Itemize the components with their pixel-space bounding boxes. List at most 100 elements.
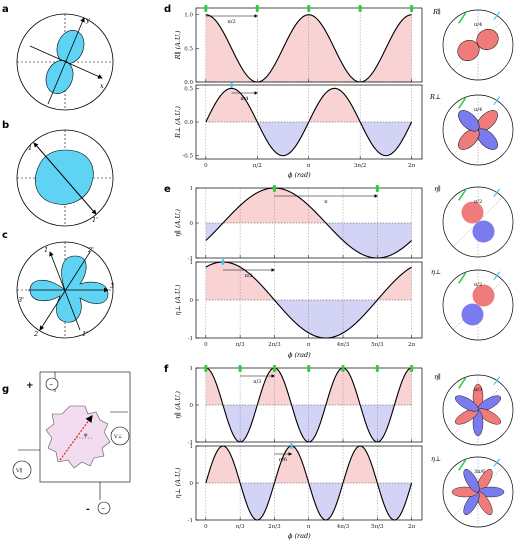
x-tick-label: π [307,163,311,169]
chart-f-bottom: 1 0 -1 η⊥ (A.U.) 0 π/3 2π/3 π 4π/3 5π/3 2π π/6 [174,443,423,530]
panel-g-plus: + [26,381,34,391]
x-tick-label: 0 [204,342,208,348]
panel-c-label-2: 2 [33,330,38,338]
x-tick-label: 2π/3 [268,342,281,348]
blue-marker [290,443,293,449]
panel-c-label-2p: 2' [87,246,94,254]
green-marker [272,365,276,372]
panel-g-tilde-top: ~ [49,382,53,388]
y-axis-label: η∥ (A.U.) [174,209,182,237]
panel-a-y-arrow [47,17,85,105]
y-tick-label: 0 [190,481,194,487]
lobe-pos [476,28,499,51]
y-axis-label: η⊥ (A.U.) [174,284,182,315]
panel-g-source-bottom [97,501,111,515]
xlabel-e: ϕ (rad) [288,351,311,359]
y-axis-label: η⊥ (A.U.) [174,467,182,498]
green-indicator [458,189,467,201]
green-marker [238,365,242,372]
charts-layer: 0.00.51.0R∥ (A.U.)π/20.50.0-0.5R⊥ (A.U.)… [174,5,423,530]
polar-label: η∥ [434,373,441,381]
green-marker [307,365,311,372]
y-tick-label: 0.5 [184,46,193,52]
series-line [205,261,412,339]
panel-label-d: d [164,4,171,15]
positive-fill [205,88,412,122]
chart-e-bottom: 1 0 -1 η⊥ (A.U.) 0 π/3 2π/3 π 4π/3 5π/3 2π π/2 [174,259,423,348]
polar-label: η⊥ [431,268,441,276]
panel-label-f: f [164,364,169,375]
x-tick-label: π/3 [236,342,245,348]
y-tick-label: -1 [188,256,193,262]
polar-d2: R⊥ π/4 [429,93,514,166]
negative-fill [205,223,412,258]
green-marker [375,185,379,192]
y-axis-label: η∥ (A.U.) [174,391,182,419]
panel-a-x-label: x [100,82,104,90]
polar-label: R∥ [432,8,441,16]
polar-label: η⊥ [431,455,441,463]
x-tick-label: 5π/3 [371,342,384,348]
panel-c-shape [29,255,109,323]
blue-indicator [493,271,501,281]
x-tick-label: 0 [204,524,208,530]
green-marker [410,5,414,12]
green-indicator [458,377,467,389]
series-line [205,14,412,83]
polar-dash [453,385,503,435]
panel-label-b: b [2,120,9,131]
y-tick-label: 0.0 [184,80,193,86]
y-tick-label: 1 [190,444,194,450]
xlabel-f: ϕ (rad) [288,532,311,540]
series-line [205,445,413,521]
y-tick-label: -1 [188,336,193,342]
positive-fill [205,188,412,223]
annotation-label: π/2 [227,19,235,25]
panel-b: 1 1' [16,129,114,227]
panel-c-label-1: 1 [44,246,48,254]
lobe-neg [463,469,480,493]
x-tick-label: 3π/2 [354,163,366,169]
polar-lobes [458,110,498,150]
x-tick-label: 2π [408,342,415,348]
panel-a-x-arrow [29,45,103,79]
panel-label-g: g [2,384,9,395]
lobe-pos [472,284,495,307]
green-indicator [458,97,467,109]
green-marker [307,5,311,12]
polar-lobes [461,201,495,243]
panel-g: ~ + ~ - V∥ V⊥ φ [12,371,131,515]
y-tick-label: -1 [188,518,193,524]
panel-b-label-1p: 1' [92,216,98,224]
annotation-label: π/6 [279,457,287,463]
panel-g-vpar-meter [12,460,32,480]
blue-indicator [493,376,501,386]
chart-f-top: 1 0 -1 η∥ (A.U.) π/3 [174,365,423,446]
x-tick-label: 2π [408,524,415,530]
x-tick-label: 4π/3 [337,342,350,348]
negative-fill [205,122,412,156]
positive-fill [205,446,412,483]
blue-marker [221,259,225,265]
x-tick-label: 4π/3 [337,524,350,530]
panel-label-c: c [2,230,8,241]
xlabel-d: ϕ (rad) [288,171,311,179]
y-axis-label: R⊥ (A.U.) [174,106,182,139]
lobe-pos [461,201,484,224]
panel-c-label-3p: 3' [18,296,24,304]
polar-angle-label: π/4 [474,107,482,113]
polar-angle-label: π/3 [474,387,482,393]
y-tick-label: -1 [188,440,193,446]
polar-dash [453,280,503,330]
lobe-neg [458,110,480,132]
x-tick-label: 5π/3 [371,524,384,530]
panel-g-vperp-label: V⊥ [113,434,123,440]
blue-indicator [493,458,501,468]
blue-indicator [493,188,501,198]
x-tick-label: 2π [408,163,415,169]
polar-lobes [461,284,495,326]
x-tick-label: π/2 [253,163,262,169]
polar-e1: η∥ π/2 [434,185,514,258]
y-tick-label: 0 [190,403,194,409]
blue-indicator [493,11,501,21]
